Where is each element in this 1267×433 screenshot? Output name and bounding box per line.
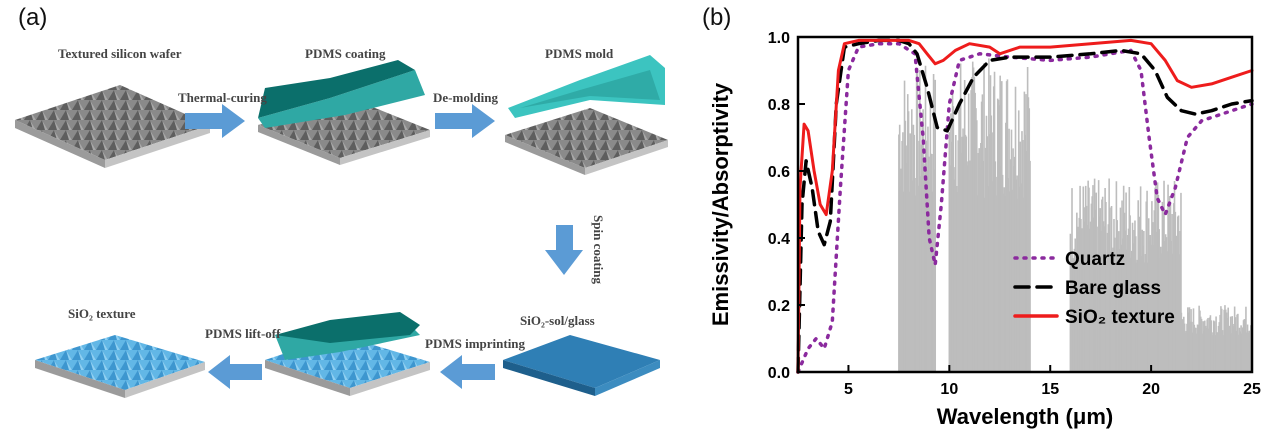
label-pdms-mold: PDMS mold <box>545 46 614 61</box>
label-sio2-texture: SiO₂ texture <box>68 306 136 321</box>
atmospheric-window-shading <box>898 58 1253 372</box>
y-tick-label: 0.8 <box>768 97 790 114</box>
y-axis-label: Emissivity/Absorptivity <box>708 82 733 326</box>
series-layer <box>796 38 1254 374</box>
pdms-imprinting-arrow <box>440 355 495 389</box>
label-pdms-coating: PDMS coating <box>305 46 386 61</box>
x-tick-label: 10 <box>940 381 958 398</box>
axis-ticks: 5 10 15 20 25 0.0 0.2 0.4 0.6 0.8 1.0 <box>768 30 1261 398</box>
label-spin-coating: Spin coating <box>591 215 606 284</box>
y-tick-label: 0.4 <box>768 231 790 248</box>
y-tick-label: 0.0 <box>768 365 790 382</box>
label-pdms-imprinting: PDMS imprinting <box>425 336 526 351</box>
series-line-bare-glass <box>796 38 1254 374</box>
legend: Quartz Bare glass SiO₂ texture <box>1013 249 1175 328</box>
pdms-mold-image <box>505 55 668 175</box>
x-tick-label: 25 <box>1243 381 1261 398</box>
spin-coating-arrow <box>545 225 583 275</box>
pdms-coating-image <box>258 60 430 165</box>
pdms-imprint-image <box>265 312 430 396</box>
label-sio2-sol-glass: SiO₂-sol/glass <box>520 313 595 328</box>
fabrication-process-diagram <box>15 55 668 398</box>
legend-label: SiO₂ texture <box>1065 307 1175 328</box>
textured-silicon-wafer-image <box>15 85 210 168</box>
y-tick-label: 0.2 <box>768 298 790 315</box>
de-molding-arrow <box>435 104 495 138</box>
thermal-curing-arrow <box>185 104 245 138</box>
sio2-sol-glass-image <box>503 335 660 396</box>
y-tick-label: 0.6 <box>768 164 790 181</box>
plot-frame <box>796 35 1254 374</box>
label-thermal-curing: Thermal-curing <box>178 90 267 105</box>
x-tick-label: 5 <box>844 381 853 398</box>
legend-label: Bare glass <box>1065 278 1161 299</box>
pdms-liftoff-arrow <box>208 355 262 389</box>
emissivity-chart: 5 10 15 20 25 0.0 0.2 0.4 0.6 0.8 1.0 Wavelength (… <box>708 30 1261 429</box>
legend-label: Quartz <box>1065 249 1125 270</box>
label-de-molding: De-molding <box>433 90 498 105</box>
panel-a-letter: (a) <box>18 4 48 31</box>
sio2-texture-image <box>35 335 205 398</box>
panel-b-letter: (b) <box>702 4 732 31</box>
series-line-sio-texture <box>796 38 1254 374</box>
y-tick-label: 1.0 <box>768 30 790 47</box>
label-textured-silicon-wafer: Textured silicon wafer <box>58 46 182 61</box>
label-pdms-liftoff: PDMS lift-off <box>205 326 281 341</box>
x-tick-label: 15 <box>1041 381 1059 398</box>
series-line-quartz <box>796 41 1254 374</box>
x-tick-label: 20 <box>1142 381 1160 398</box>
x-axis-label: Wavelength (μm) <box>937 404 1113 429</box>
